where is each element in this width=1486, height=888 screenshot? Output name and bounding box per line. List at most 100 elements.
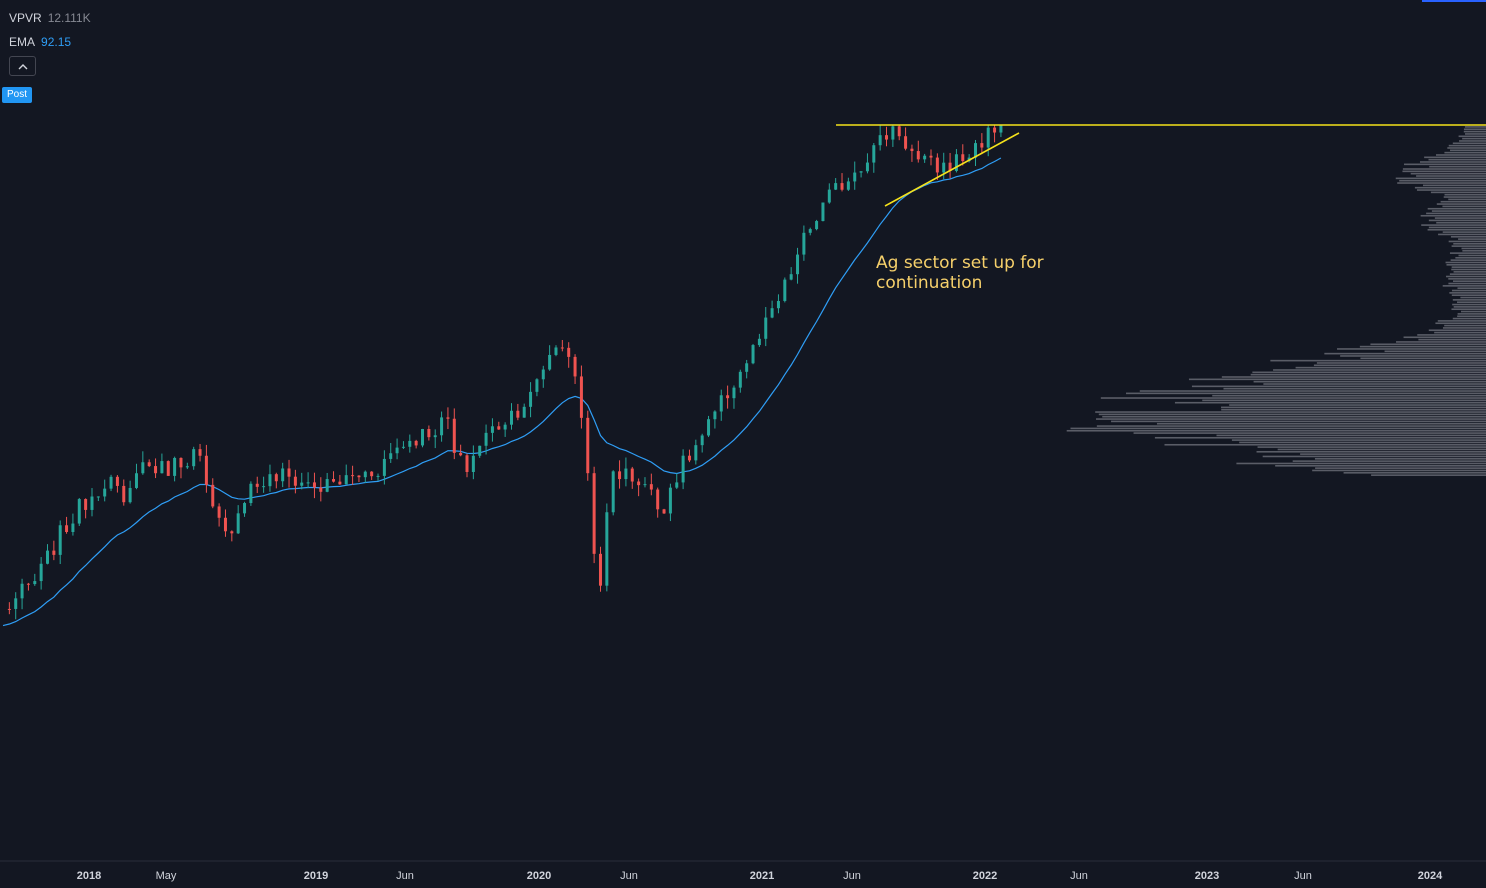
candle [497,421,501,430]
candle [484,424,488,455]
candle [198,443,202,462]
volume-profile-bar [1457,315,1486,318]
candle-body [853,172,857,182]
volume-profile-bar [1427,207,1486,210]
candle-body [300,482,304,486]
candle-body [846,181,850,190]
candle-body [427,429,431,438]
candle [700,433,704,453]
candle-body [217,506,221,518]
volume-profile-bar [1453,306,1486,308]
volume-profile-bar [1445,261,1486,264]
volume-profile-bar [1316,362,1486,364]
legend-ema[interactable]: EMA 92.15 [9,34,71,50]
candle [408,434,412,453]
candle-body [497,426,501,430]
tick-label-2020: 2020 [527,870,551,882]
volume-profile-bar [1443,196,1486,198]
candle-body [891,126,895,140]
candle [834,178,838,191]
candle-body [509,410,513,425]
candle [166,460,170,476]
volume-profile-bar [1444,324,1486,327]
candle [675,473,679,490]
volume-profile-bar [1457,313,1486,315]
candle [649,473,653,496]
candle [948,152,952,179]
candle-body [948,162,952,171]
volume-profile-bar [1434,331,1486,334]
legend-vpvr[interactable]: VPVR 12.111K [9,10,91,26]
candle [840,173,844,192]
volume-profile-bar [1315,467,1486,469]
candle-body [319,487,323,492]
candle [592,466,596,564]
candle [859,171,863,178]
candle [598,546,602,592]
candle [427,425,431,441]
candle [516,403,520,421]
tick-label-jun-2020: Jun [620,870,638,882]
candle-body [332,479,336,482]
candle-body [122,485,126,503]
candle [376,473,380,481]
candle-body [249,483,253,504]
volume-profile-bar [1263,383,1486,385]
candle-body [764,317,768,339]
volume-profile-bar [1452,317,1486,320]
candle-body [554,347,558,355]
volume-profile-bar [1399,179,1486,182]
candle [389,442,393,463]
candle-body [745,363,749,372]
volume-profile-bar [1191,385,1486,388]
candle [344,464,348,485]
candle-body [598,553,602,586]
candle [783,277,787,303]
candle-body [20,583,24,599]
chevron-up-icon [18,63,27,69]
candle-body [344,475,348,485]
volume-profile-bar [1437,320,1486,322]
volume-profile-bar [1459,140,1486,142]
volume-profile-bar [1444,193,1486,196]
candle [319,477,323,502]
candle [446,407,450,430]
candle-body [796,254,800,275]
trend-annotations[interactable] [836,124,1486,207]
candle-body [872,145,876,163]
volume-profile-bar [1095,411,1486,413]
volume-profile-bar [1446,275,1486,278]
volume-profile-bar [1139,390,1486,392]
candle-body [859,171,863,173]
candle [770,300,774,319]
volume-profile-bar [1270,359,1486,362]
candle [459,444,463,457]
candle-body [192,449,196,467]
ascending-trendline[interactable] [884,132,1020,207]
candle-body [929,155,933,158]
candle [929,149,933,166]
candle [395,438,399,460]
volume-profile-bar [1174,401,1486,404]
candle-body [287,468,291,477]
volume-profile-bar [1460,296,1486,299]
collapse-legend-button[interactable] [9,56,36,76]
volume-profile-bar [1428,219,1486,222]
volume-profile-bar [1428,226,1486,229]
candle [160,453,164,474]
candle-body [33,581,37,585]
volume-profile-bar [1447,147,1486,149]
candle [885,126,889,147]
candle-body [605,512,609,586]
chart-annotation-text[interactable]: Ag sector set up for continuation [876,253,1044,293]
candle [878,125,882,151]
time-axis[interactable]: 2018 May 2019 Jun 2020 Jun 2021 Jun 2022… [77,870,1443,882]
volume-profile-bar [1164,443,1486,446]
volume-profile-bar [1461,310,1486,313]
candle [128,480,132,504]
candle [300,472,304,490]
candle-body [656,489,660,510]
candle [681,449,685,490]
candle [656,487,660,518]
